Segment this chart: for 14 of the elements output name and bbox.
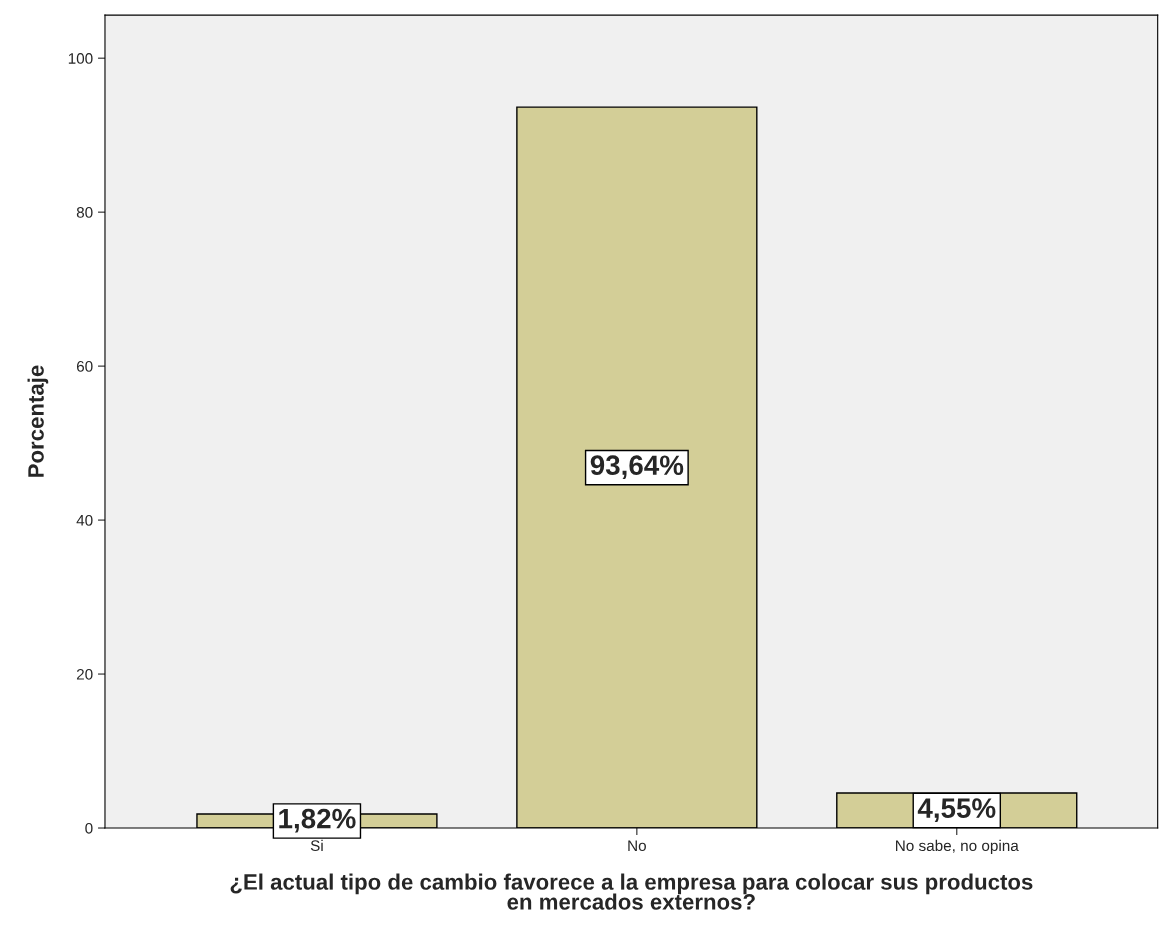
y-tick-label: 0 (85, 822, 93, 834)
data-label: 93,64% (590, 455, 684, 480)
data-label: 1,82% (279, 808, 356, 833)
y-tick-label: 40 (76, 514, 93, 526)
x-axis-title: ¿El actual tipo de cambio favorece a la empresa para colocar sus productos en mercados externos? (230, 873, 1033, 910)
x-tick-label: Si (310, 839, 323, 852)
y-axis-title: Porcentaje (27, 365, 49, 477)
data-label: 4,55% (917, 798, 996, 822)
y-tick-label: 20 (76, 668, 93, 680)
y-tick-label: 100 (68, 53, 93, 64)
y-tick-label: 60 (76, 360, 93, 372)
x-tick-label: No sabe, no opina (896, 839, 1019, 855)
y-tick-label: 80 (76, 207, 93, 218)
x-tick-label: No (628, 840, 646, 852)
